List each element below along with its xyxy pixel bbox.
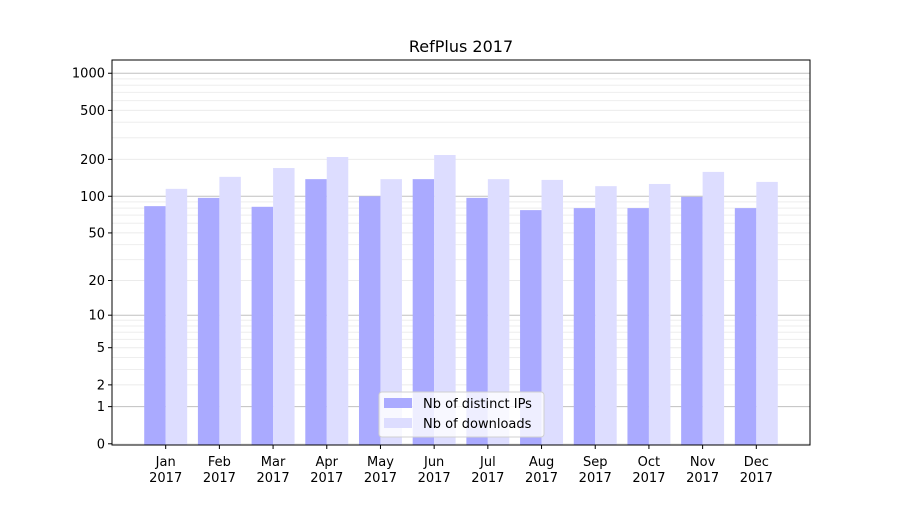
bar-downloads [648,183,671,446]
bar-ips [144,206,166,445]
x-tick-label: Sep [583,455,608,470]
bar-ips [520,210,542,445]
bar-downloads [380,179,402,445]
bar-ips [734,208,757,445]
legend-swatch [384,418,412,428]
x-tick-label: 2017 [471,471,504,486]
x-tick-label: Feb [208,455,231,470]
x-tick-label: May [367,455,394,470]
bar-downloads [326,157,349,445]
bar-downloads [487,179,510,445]
bar-downloads [219,176,241,446]
y-tick-label: 500 [80,104,105,119]
bar-ips [358,196,381,445]
legend-label: Nb of downloads [423,417,532,432]
bar-downloads [273,168,295,446]
axes-frame [111,59,811,446]
bar-downloads [595,186,617,445]
x-tick-label: Jun [423,455,444,470]
x-tick-label: 2017 [310,471,343,486]
bar-ips [412,179,435,445]
chart-title: RefPlus 2017 [409,37,513,56]
bar-ips [251,206,274,445]
legend-label: Nb of distinct IPs [423,397,532,412]
bars [144,155,778,446]
x-tick-label: 2017 [257,471,290,486]
x-tick-label: Nov [690,455,716,470]
bar-downloads [702,171,725,445]
bar-ips [197,197,220,445]
bar-downloads [434,155,456,446]
x-tick-label: Apr [316,455,339,470]
x-tick-label: 2017 [740,471,773,486]
y-tick-label: 5 [97,341,105,356]
y-tick-label: 20 [88,274,105,289]
bar-ips [627,208,649,445]
legend-box [378,391,545,438]
x-tick-label: 2017 [686,471,719,486]
x-tick-label: 2017 [203,471,236,486]
x-tick-label: Mar [261,455,286,470]
x-tick-label: Dec [744,455,769,470]
y-tick-label: 50 [88,226,105,241]
x-tick-label: 2017 [579,471,612,486]
y-tick-label: 100 [80,190,105,205]
y-tick-label: 1 [97,400,105,415]
x-tick-label: Jan [155,455,176,470]
bar-ips [681,196,703,445]
y-axis: 0 1 2 5 10 20 50 100 200 500 1000 [72,67,112,452]
y-tick-label: 1000 [72,67,105,82]
x-tick-label: Aug [529,455,554,470]
bar-downloads [756,181,778,445]
x-tick-label: Oct [638,455,660,470]
x-tick-label: 2017 [632,471,665,486]
y-tick-label: 0 [97,437,105,452]
x-tick-label: 2017 [149,471,182,486]
bar-downloads [165,188,188,446]
bar-ips [573,208,596,445]
x-tick-label: Jul [479,455,496,470]
legend-swatch [384,398,412,408]
x-tick-label: 2017 [525,471,558,486]
bar-downloads [541,179,564,445]
y-tick-label: 200 [80,153,105,168]
bar-ips [466,197,488,445]
y-tick-label: 10 [88,309,105,324]
y-tick-label: 2 [97,378,105,393]
bar-ips [305,179,327,445]
x-axis: Jan2017Feb2017Mar2017Apr2017May2017Jun20… [149,445,773,486]
legend: Nb of distinct IPs Nb of downloads [378,391,545,438]
x-tick-label: 2017 [364,471,397,486]
x-tick-label: 2017 [418,471,451,486]
